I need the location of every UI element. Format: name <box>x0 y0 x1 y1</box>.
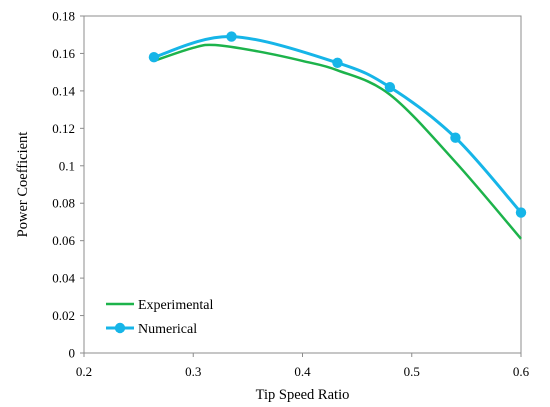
numerical-series-line <box>153 35 523 214</box>
y-tick-label: 0.14 <box>52 83 75 98</box>
x-tick-label: 0.6 <box>513 364 530 379</box>
legend: Experimental Numerical <box>106 298 214 337</box>
numerical-data-point <box>226 31 237 42</box>
y-tick-label: 0.04 <box>52 271 75 286</box>
experimental-legend-label: Experimental <box>138 298 214 313</box>
numerical-data-point <box>515 207 527 218</box>
numerical-data-point <box>332 57 343 69</box>
x-tick-label: 0.4 <box>294 364 311 379</box>
x-tick-label: 0.5 <box>404 364 420 379</box>
experimental-series-line <box>153 43 522 240</box>
numerical-legend-marker <box>114 322 126 334</box>
y-tick-label: 0.02 <box>52 308 75 323</box>
x-tick-label: 0.2 <box>76 364 92 379</box>
y-tick-label: 0 <box>69 346 76 361</box>
numerical-data-point <box>450 132 461 143</box>
y-tick-label: 0.18 <box>52 9 75 24</box>
y-axis: 0 0.02 0.04 0.06 0.08 0.1 0.12 0.14 0.16 0.18 <box>52 9 84 361</box>
x-tick-label: 0.3 <box>185 364 201 379</box>
y-tick-label: 0.08 <box>52 196 75 211</box>
numerical-legend-label: Numerical <box>138 322 197 337</box>
y-tick-label: 0.1 <box>59 158 75 173</box>
y-tick-label: 0.16 <box>52 46 75 61</box>
series-layer <box>148 31 527 240</box>
numerical-data-point <box>384 81 396 93</box>
y-tick-label: 0.06 <box>52 233 75 248</box>
x-axis: 0.2 0.3 0.4 0.5 0.6 <box>76 353 530 379</box>
x-axis-title: Tip Speed Ratio <box>256 387 350 403</box>
y-axis-title: Power Coefficient <box>15 132 31 238</box>
y-tick-label: 0.12 <box>52 121 75 136</box>
numerical-data-point <box>148 51 160 63</box>
